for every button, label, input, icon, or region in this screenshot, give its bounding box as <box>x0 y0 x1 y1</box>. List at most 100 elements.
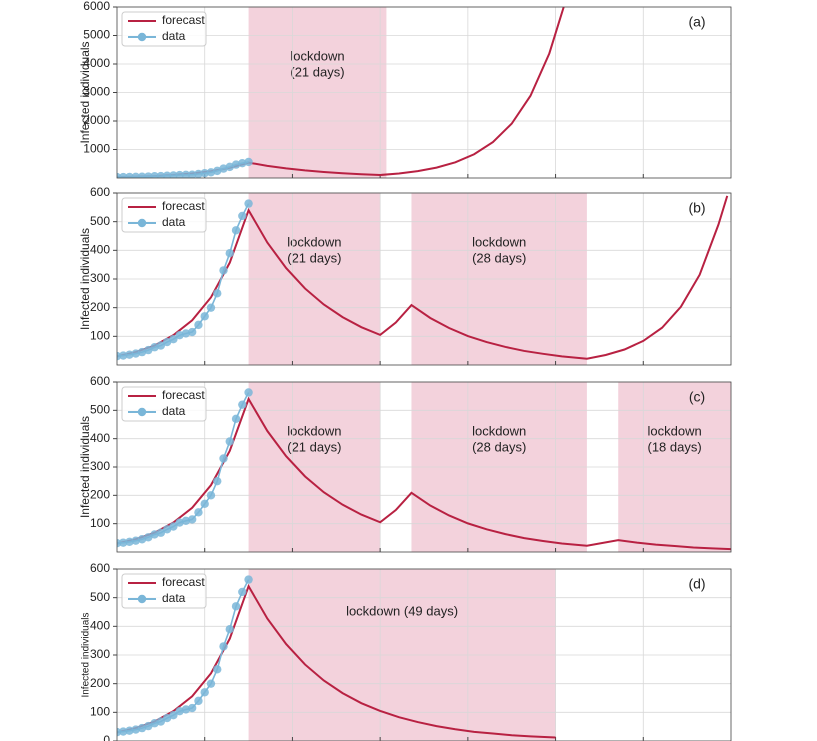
lockdown-label: lockdown <box>287 423 341 438</box>
data-point <box>200 688 209 697</box>
lockdown-label: (28 days) <box>472 250 526 265</box>
y-axis-label: Infected individuals <box>78 41 92 143</box>
y-tick-label: 400 <box>90 619 110 633</box>
data-point <box>206 168 216 177</box>
data-point <box>213 476 222 486</box>
panel-label: (a) <box>688 14 705 30</box>
data-point <box>156 341 166 350</box>
data-point <box>219 266 228 275</box>
data-point <box>125 537 134 546</box>
data-point <box>156 717 166 726</box>
y-tick-label: 300 <box>90 647 110 661</box>
data-point <box>144 345 153 355</box>
plot-frame <box>116 192 732 366</box>
data-point <box>156 528 166 537</box>
data-point <box>244 157 253 167</box>
series-group <box>117 195 729 361</box>
y-axis-label: Infected individuals <box>78 228 92 330</box>
data-point <box>225 249 234 258</box>
y-tick-label: 4000 <box>83 56 110 70</box>
data-point <box>231 414 241 424</box>
lockdown-label: lockdown <box>472 234 526 249</box>
data-point <box>162 525 172 534</box>
data-point <box>131 725 140 734</box>
lockdown-label: (21 days) <box>287 250 341 265</box>
data-point <box>169 335 178 344</box>
data-point <box>200 499 209 509</box>
plot-frame <box>116 568 732 741</box>
plot-frame <box>116 6 732 179</box>
data-point <box>194 169 203 178</box>
y-tick-label: 600 <box>90 374 110 388</box>
data-point <box>200 312 209 321</box>
panel-label: (d) <box>688 576 705 592</box>
data-point <box>125 726 134 735</box>
data-point <box>194 320 203 330</box>
lockdown-label: lockdown <box>472 423 526 438</box>
legend-label: data <box>162 404 186 418</box>
data-point <box>162 171 172 178</box>
data-point <box>119 538 128 547</box>
y-tick-label: 600 <box>90 185 110 199</box>
data-point <box>187 170 197 178</box>
data-point <box>194 696 203 706</box>
data-point <box>181 329 191 338</box>
panel: lockdown(21 days)lockdown(28 days)lockdo… <box>78 374 732 553</box>
data-point <box>244 575 253 584</box>
data-point <box>200 168 209 178</box>
legend-marker <box>137 218 147 228</box>
y-tick-label: 0 <box>103 733 110 741</box>
data-point <box>169 171 178 178</box>
data-point <box>225 437 234 446</box>
data-point <box>213 665 222 674</box>
series-line <box>117 396 731 551</box>
data-point <box>156 171 166 178</box>
lockdown-label: lockdown <box>290 48 344 63</box>
series-group <box>117 7 565 178</box>
legend-label: data <box>162 29 186 43</box>
data-point <box>181 170 191 178</box>
y-tick-label: 100 <box>90 705 110 719</box>
data-point <box>238 400 247 409</box>
data-point <box>244 388 253 397</box>
data-point <box>238 587 247 597</box>
y-tick-label: 500 <box>90 403 110 417</box>
lockdown-label: lockdown <box>648 423 702 438</box>
data-point <box>125 350 134 359</box>
y-tick-label: 100 <box>90 516 110 530</box>
data-point <box>162 713 172 723</box>
legend-label: forecast <box>162 575 205 589</box>
data-point <box>119 727 128 736</box>
lockdown-label: (21 days) <box>290 64 344 79</box>
data-point <box>219 454 228 463</box>
data-point <box>225 625 234 634</box>
data-point <box>187 515 197 524</box>
lockdown-label: lockdown <box>287 234 341 249</box>
data-point <box>169 522 178 531</box>
data-point <box>187 703 197 713</box>
data-point <box>181 705 191 714</box>
y-tick-label: 500 <box>90 214 110 228</box>
data-point <box>131 349 140 358</box>
y-tick-label: 200 <box>90 300 110 314</box>
panel-label: (b) <box>688 200 705 216</box>
data-point <box>244 199 253 208</box>
data-point <box>181 516 191 526</box>
panel: lockdown(21 days) 1000 2000 3000 4000 5000 600… <box>78 0 732 179</box>
series-group <box>117 388 731 551</box>
data-point <box>144 721 153 731</box>
y-tick-label: 2000 <box>83 113 110 127</box>
panel-label: (c) <box>689 389 705 405</box>
y-tick-label: 300 <box>90 271 110 285</box>
y-tick-label: 5000 <box>83 28 110 42</box>
legend-label: forecast <box>162 388 205 402</box>
plot-frame <box>116 381 732 553</box>
lockdown-label: lockdown (49 days) <box>346 603 458 618</box>
data-point <box>238 158 247 168</box>
legend-label: data <box>162 215 186 229</box>
legend-label: forecast <box>162 199 205 213</box>
series-line <box>117 583 556 739</box>
series-group <box>117 575 556 739</box>
data-point <box>238 211 247 221</box>
